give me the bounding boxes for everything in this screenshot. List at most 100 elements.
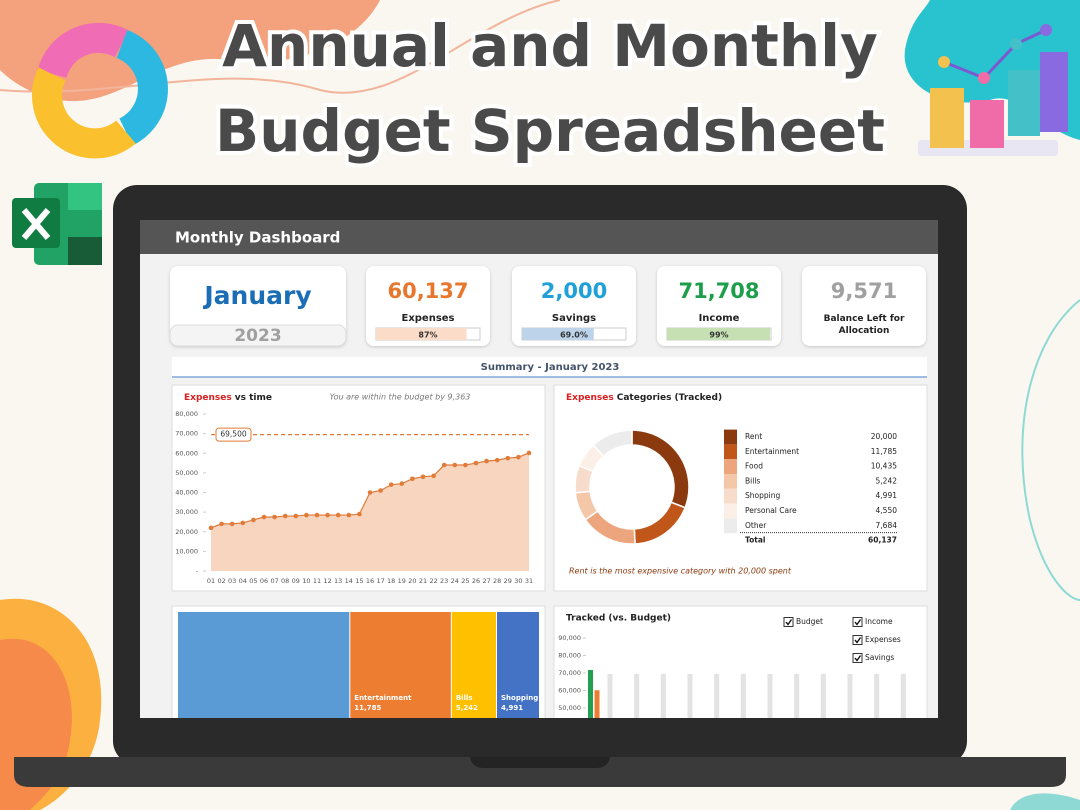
point: [367, 490, 373, 495]
chart-title: Tracked (vs. Budget): [566, 614, 671, 624]
x-tick-label: 09: [292, 577, 300, 585]
kpi-label: Balance Left for Allocation: [823, 314, 905, 336]
headline-shadow: Budget Spreadsheet: [215, 97, 885, 165]
excel-icon: [12, 183, 102, 265]
y-tick-label: 70,000: [175, 430, 198, 438]
x-tick-label: 30: [514, 577, 522, 585]
laptop-base: [14, 757, 1066, 787]
title-highlight: Expenses: [184, 393, 232, 403]
x-tick-label: 27: [482, 577, 490, 585]
point: [219, 521, 224, 527]
headline: Annual and Monthly: [222, 12, 878, 80]
tile-label: Bills: [456, 694, 473, 702]
legend-label: Budget: [796, 617, 823, 626]
point: [484, 458, 489, 464]
bar: [874, 673, 880, 718]
x-tick-label: 23: [440, 577, 448, 585]
donut-icon: [32, 22, 168, 159]
tile-label: Shopping: [501, 694, 538, 702]
checkbox[interactable]: [852, 653, 863, 663]
bar: [794, 673, 800, 718]
y-tick-label: 10,000: [175, 547, 198, 555]
x-tick-label: 28: [493, 577, 501, 585]
point: [452, 462, 458, 468]
x-tick-label: 07: [270, 577, 278, 585]
legend-label: Personal Care: [745, 506, 797, 515]
y-tick-label: 60,000: [558, 687, 581, 695]
bar: [601, 792, 606, 796]
title-rest: vs time: [235, 393, 272, 403]
bars-icon: [918, 24, 1068, 156]
legend-label: Rent: [745, 432, 762, 441]
legend-label: Savings: [865, 653, 894, 662]
kpi-label-box: Expenses: [401, 313, 454, 324]
point: [240, 520, 246, 526]
annotation: You are within the budget by 9,363: [330, 393, 471, 402]
year: 2023: [234, 326, 281, 346]
point: [399, 481, 405, 486]
title-highlight: Expenses: [566, 393, 614, 403]
bar: [767, 673, 773, 718]
y-tick-label: 50,000: [558, 704, 581, 712]
progress-label: 69.0%: [560, 331, 588, 340]
y-tick-label: 70,000: [558, 669, 581, 677]
chart-title: Expenses Categories (Tracked): [566, 393, 722, 403]
point: [251, 517, 256, 523]
tile: [451, 612, 497, 718]
point: [357, 511, 362, 517]
headline-shadow: Annual and Monthly: [222, 12, 878, 80]
blob: [1010, 793, 1080, 810]
bar: [687, 673, 693, 718]
progress-bar: [376, 328, 467, 340]
x-tick-label: 10: [302, 577, 310, 585]
y-tick-label: -: [196, 567, 199, 575]
y-tick-label: 90,000: [558, 634, 581, 642]
point: [229, 521, 235, 527]
checkbox[interactable]: [852, 617, 863, 627]
y-tick-label: 60,000: [175, 449, 198, 457]
x-tick-label: 11: [313, 577, 321, 585]
title-rest: Categories (Tracked): [617, 393, 722, 403]
x-tick-label: 21: [419, 577, 427, 585]
x-tick-label: 22: [429, 577, 437, 585]
month: January: [202, 281, 311, 310]
x-tick-label: 02: [217, 577, 225, 585]
y-tick-label: 30,000: [175, 508, 198, 516]
kpi-card: [512, 266, 636, 346]
x-tick-label: 18: [387, 577, 395, 585]
x-tick-label: 19: [398, 577, 406, 585]
dashboard: Monthly Dashboard January 2023 Summary -…: [140, 220, 938, 796]
checkmark: [854, 619, 862, 626]
headline: Budget Spreadsheet: [215, 97, 885, 165]
x-tick-label: 13: [334, 577, 342, 585]
year-box: [169, 324, 347, 347]
progress-label: 99%: [709, 331, 728, 340]
x-tick-label: 14: [345, 577, 353, 585]
point: [516, 454, 521, 460]
bar: [714, 673, 720, 718]
checkbox[interactable]: [852, 635, 863, 645]
x-tick-label: 06: [260, 577, 268, 585]
x-tick-label: 12: [323, 577, 331, 585]
progress-bar: [522, 328, 594, 340]
summary: Summary - January 2023: [481, 362, 620, 373]
checkbox[interactable]: [783, 617, 794, 627]
kpi-label: Income: [698, 313, 740, 324]
point: [441, 462, 447, 468]
point: [378, 488, 383, 493]
bar: [634, 673, 640, 718]
point: [388, 482, 394, 487]
x-tick-label: 26: [472, 577, 480, 585]
legend-value: 10,435: [871, 462, 897, 471]
point: [314, 512, 320, 518]
tile-value: 5,242: [456, 704, 478, 712]
x-tick-label: 17: [376, 577, 384, 585]
budget-label: 69,500: [220, 430, 246, 439]
tile: [350, 612, 451, 718]
y-tick-label: 80,000: [558, 652, 581, 660]
x-tick-label: 20: [408, 577, 416, 585]
dashboard-title: Monthly Dashboard: [175, 229, 340, 247]
bar: [847, 673, 853, 718]
legend-value: 4,550: [876, 506, 898, 515]
